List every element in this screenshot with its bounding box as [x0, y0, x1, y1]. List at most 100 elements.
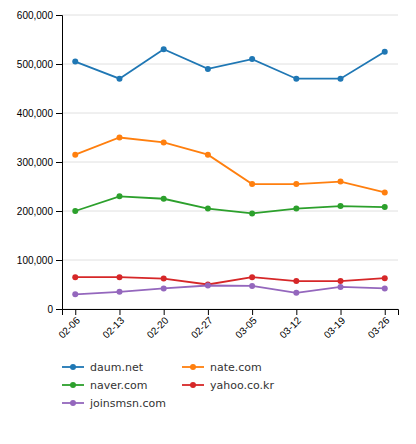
- legend: daum.netnate.comnaver.comyahoo.co.krjoin…: [62, 361, 274, 410]
- point: [72, 291, 78, 297]
- point: [161, 276, 167, 282]
- point: [249, 181, 255, 187]
- point: [293, 206, 299, 212]
- x-tick: 02-13: [100, 309, 126, 341]
- legend-marker: [190, 382, 196, 388]
- x-tick: 03-05: [233, 309, 259, 341]
- y-tick: 0: [47, 304, 62, 315]
- legend-label: daum.net: [90, 361, 144, 374]
- point: [249, 210, 255, 216]
- point: [382, 49, 388, 55]
- x-tick: 02-06: [56, 309, 82, 341]
- series: [72, 46, 387, 81]
- x-tick-mark: [164, 309, 165, 315]
- point: [161, 46, 167, 52]
- x-tick: 03-26: [366, 309, 392, 341]
- x-tick-label: 03-12: [277, 314, 303, 340]
- point: [161, 285, 167, 291]
- point: [161, 196, 167, 202]
- y-tick-label: 200,000: [17, 206, 54, 217]
- point: [338, 203, 344, 209]
- point: [249, 283, 255, 289]
- point: [116, 193, 122, 199]
- chart-svg: 0100,000200,000300,000400,000500,000600,…: [0, 0, 416, 444]
- x-tick-label: 02-06: [56, 314, 82, 340]
- point: [338, 76, 344, 82]
- point: [116, 76, 122, 82]
- x-tick-mark: [208, 309, 209, 315]
- point: [338, 284, 344, 290]
- x-tick-mark: [252, 309, 253, 315]
- y-tick: 100,000: [17, 255, 62, 266]
- point: [116, 135, 122, 141]
- plot-root: 0100,000200,000300,000400,000500,000600,…: [17, 10, 399, 410]
- grid-line: [62, 260, 398, 261]
- point: [338, 179, 344, 185]
- chart-container: 0100,000200,000300,000400,000500,000600,…: [0, 0, 416, 444]
- legend-marker: [70, 382, 76, 388]
- x-tick: 02-27: [189, 309, 215, 341]
- point: [205, 152, 211, 158]
- x-axis: 02-06 02-13 02-20 02-27 03-05 03-12 03-19 03-26: [56, 309, 398, 341]
- point: [382, 285, 388, 291]
- x-tick-mark: [75, 309, 76, 315]
- x-tick-mark: [385, 309, 386, 315]
- x-tick-mark: [296, 309, 297, 315]
- y-tick-mark: [56, 113, 62, 114]
- x-tick-label: 02-20: [145, 314, 171, 340]
- y-axis-line: [56, 16, 63, 310]
- legend-label: naver.com: [90, 379, 148, 392]
- y-tick-label: 100,000: [17, 255, 54, 266]
- legend-label: yahoo.co.kr: [210, 379, 274, 392]
- point: [338, 278, 344, 284]
- y-tick-mark: [56, 64, 62, 65]
- point: [72, 208, 78, 214]
- point: [382, 189, 388, 195]
- legend-item: daum.net: [62, 361, 144, 374]
- point: [382, 204, 388, 210]
- x-tick-label: 02-13: [100, 314, 126, 340]
- series-line: [75, 196, 384, 213]
- legend-item: joinsmsn.com: [62, 397, 166, 410]
- x-tick-label: 02-27: [189, 314, 215, 340]
- x-tick-label: 03-19: [322, 314, 348, 340]
- y-axis: 0100,000200,000300,000400,000500,000600,…: [17, 10, 63, 315]
- point: [205, 282, 211, 288]
- legend-marker: [190, 364, 196, 370]
- point: [293, 181, 299, 187]
- point: [72, 59, 78, 65]
- series-line: [75, 138, 384, 193]
- legend-label: joinsmsn.com: [89, 397, 166, 410]
- y-tick: 300,000: [17, 157, 62, 168]
- marks: [72, 46, 387, 297]
- y-tick-mark: [56, 309, 62, 310]
- grid-line: [62, 15, 398, 16]
- point: [161, 139, 167, 145]
- x-tick: 03-12: [277, 309, 303, 341]
- series: [72, 193, 387, 216]
- x-tick-mark: [119, 309, 120, 315]
- grid-line: [62, 113, 398, 114]
- point: [293, 76, 299, 82]
- y-tick-mark: [56, 15, 62, 16]
- y-tick: 200,000: [17, 206, 62, 217]
- y-tick: 600,000: [17, 10, 62, 21]
- grid-line: [62, 162, 398, 163]
- x-tick-label: 03-26: [366, 314, 392, 340]
- x-tick: 03-19: [322, 309, 348, 341]
- series: [72, 282, 387, 297]
- point: [116, 289, 122, 295]
- y-tick: 500,000: [17, 59, 62, 70]
- point: [382, 275, 388, 281]
- y-tick-label: 0: [47, 304, 53, 315]
- point: [72, 152, 78, 158]
- point: [205, 206, 211, 212]
- y-tick-label: 500,000: [17, 59, 54, 70]
- x-tick-label: 03-05: [233, 314, 259, 340]
- y-tick-mark: [56, 211, 62, 212]
- point: [249, 274, 255, 280]
- y-tick-mark: [56, 260, 62, 261]
- y-tick-label: 600,000: [17, 10, 54, 21]
- x-axis-line: [63, 310, 399, 316]
- legend-marker: [70, 400, 76, 406]
